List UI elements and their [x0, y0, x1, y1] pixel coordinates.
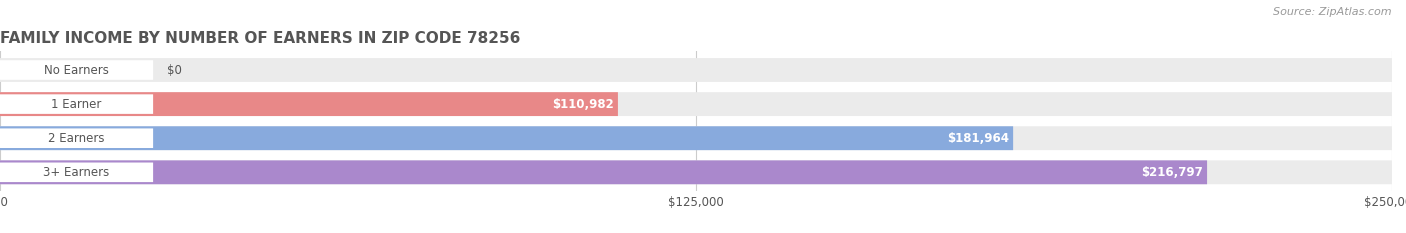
- Text: FAMILY INCOME BY NUMBER OF EARNERS IN ZIP CODE 78256: FAMILY INCOME BY NUMBER OF EARNERS IN ZI…: [0, 31, 520, 46]
- Text: No Earners: No Earners: [44, 64, 110, 76]
- Text: $0: $0: [167, 64, 181, 76]
- FancyBboxPatch shape: [0, 163, 153, 182]
- FancyBboxPatch shape: [0, 128, 153, 148]
- Text: 2 Earners: 2 Earners: [48, 132, 105, 145]
- Text: $216,797: $216,797: [1142, 166, 1204, 179]
- Text: 3+ Earners: 3+ Earners: [44, 166, 110, 179]
- Text: 1 Earner: 1 Earner: [52, 98, 101, 111]
- FancyBboxPatch shape: [0, 92, 617, 116]
- Text: $110,982: $110,982: [553, 98, 614, 111]
- FancyBboxPatch shape: [0, 94, 153, 114]
- Text: $181,964: $181,964: [948, 132, 1010, 145]
- FancyBboxPatch shape: [0, 160, 1208, 184]
- FancyBboxPatch shape: [0, 126, 1014, 150]
- FancyBboxPatch shape: [0, 126, 1392, 150]
- Text: Source: ZipAtlas.com: Source: ZipAtlas.com: [1274, 7, 1392, 17]
- FancyBboxPatch shape: [0, 160, 1392, 184]
- FancyBboxPatch shape: [0, 58, 1392, 82]
- FancyBboxPatch shape: [0, 92, 1392, 116]
- FancyBboxPatch shape: [0, 60, 153, 80]
